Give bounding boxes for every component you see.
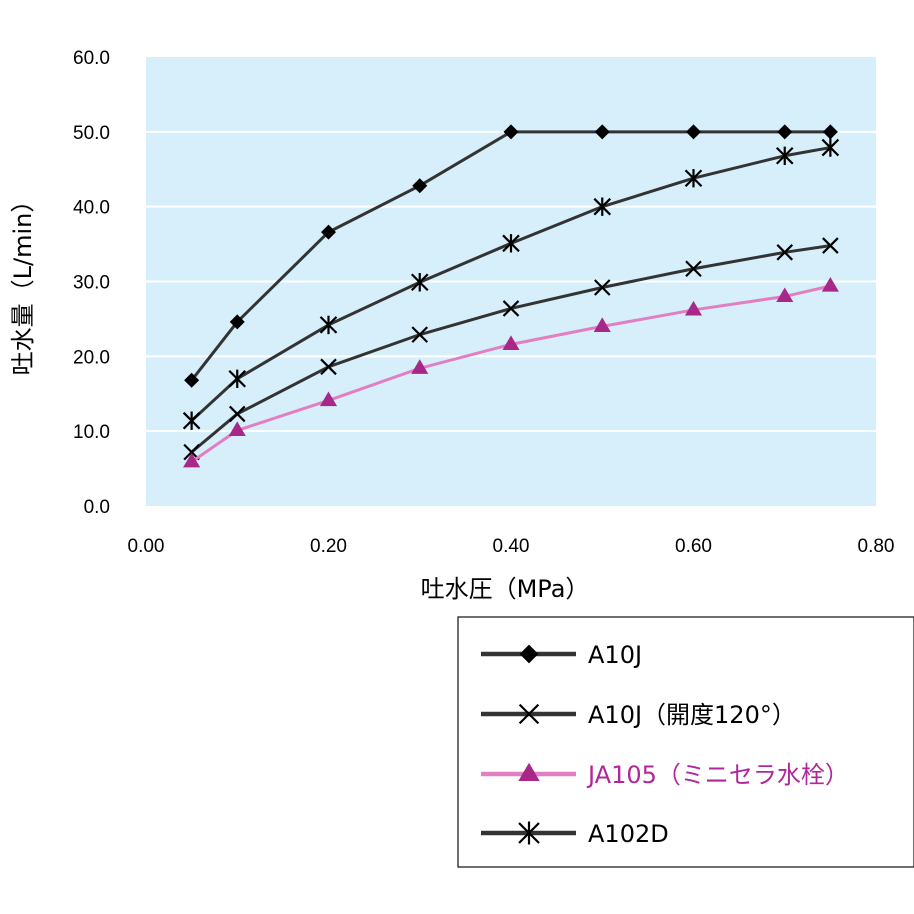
legend-marker: [518, 821, 540, 845]
data-point: [411, 359, 429, 374]
legend-box: [457, 616, 914, 868]
data-point: [183, 452, 201, 468]
series-3: [182, 138, 840, 430]
series-layer: [182, 124, 840, 468]
y-tick-label: 60.0: [73, 48, 110, 69]
data-point: [229, 314, 245, 330]
series-1: [183, 237, 839, 461]
y-tick-label: 40.0: [73, 198, 110, 219]
data-point: [686, 124, 701, 140]
x-axis-tick-labels: 0.00 0.20 0.40 0.60 0.80: [128, 536, 895, 557]
data-point: [775, 146, 794, 165]
data-point: [777, 124, 793, 140]
data-point: [184, 372, 200, 388]
legend-item: JA105（ミニセラ水栓）: [481, 761, 849, 789]
y-tick-label: 20.0: [73, 347, 110, 368]
data-point: [321, 224, 336, 240]
legend: A10J A10J（開度120°） JA105（ミニセラ水栓） A102D: [457, 616, 914, 868]
legend-label: A102D: [588, 820, 669, 848]
data-point: [319, 391, 338, 407]
legend-marker: [518, 703, 540, 725]
y-tick-label: 50.0: [73, 123, 110, 144]
legend-item: A102D: [481, 820, 669, 848]
data-point: [320, 358, 337, 376]
legend-marker: [519, 644, 539, 664]
y-tick-label: 10.0: [73, 422, 110, 443]
data-point: [821, 276, 839, 292]
y-tick-label: 0.0: [84, 497, 110, 518]
data-point: [594, 124, 610, 140]
legend-label: A10J: [588, 641, 642, 669]
legend-item: A10J（開度120°）: [481, 701, 796, 729]
data-point: [776, 287, 794, 303]
y-axis-title: 吐水量（L/min）: [9, 189, 37, 376]
x-tick-label: 0.00: [128, 536, 165, 557]
series-2: [183, 276, 839, 468]
data-point: [593, 197, 612, 216]
legend-label: JA105（ミニセラ水栓）: [586, 761, 849, 789]
data-point: [502, 300, 520, 317]
data-point: [822, 124, 838, 140]
series-0: [184, 124, 838, 388]
legend-marker: [518, 762, 540, 781]
x-axis-title: 吐水圧（MPa）: [421, 575, 590, 603]
data-point: [502, 234, 520, 253]
data-point: [776, 244, 794, 261]
data-point: [410, 273, 429, 292]
gridlines: [146, 130, 876, 433]
data-point: [502, 335, 520, 350]
data-point: [503, 124, 519, 140]
data-point: [822, 237, 839, 254]
data-point: [684, 169, 703, 188]
legend-label: A10J（開度120°）: [588, 701, 796, 729]
data-point: [821, 138, 840, 157]
data-point: [228, 421, 246, 436]
data-point: [593, 317, 611, 332]
data-point: [412, 178, 428, 194]
x-tick-label: 0.60: [675, 536, 712, 557]
data-point: [411, 326, 429, 343]
data-point: [228, 405, 246, 423]
y-axis-tick-labels: 0.0 10.0 20.0 30.0 40.0 50.0 60.0: [73, 48, 110, 518]
x-tick-label: 0.80: [858, 536, 895, 557]
y-tick-label: 30.0: [73, 273, 110, 294]
data-point: [319, 315, 338, 335]
data-point: [228, 369, 247, 388]
data-point: [685, 260, 702, 278]
x-tick-label: 0.40: [493, 536, 530, 557]
x-tick-label: 0.20: [310, 536, 347, 557]
data-point: [593, 279, 611, 296]
data-point: [684, 300, 703, 316]
legend-item: A10J: [481, 641, 642, 669]
data-point: [182, 411, 201, 430]
